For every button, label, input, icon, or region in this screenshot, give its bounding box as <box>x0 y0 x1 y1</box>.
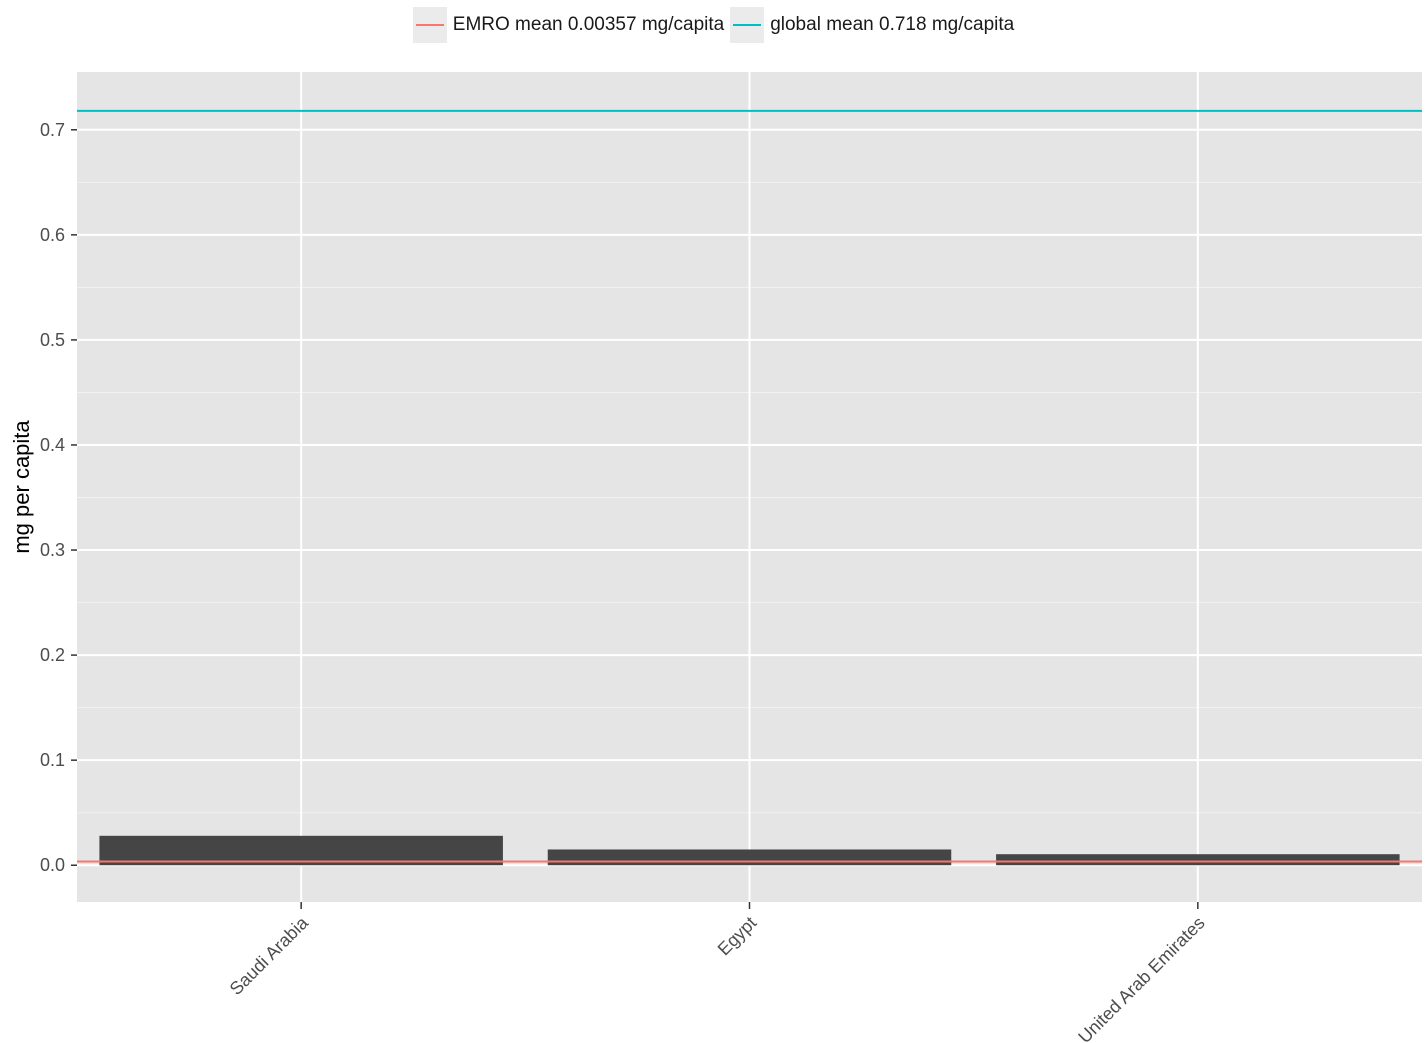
y-tick-label: 0.5 <box>40 330 65 350</box>
x-tick-label: Egypt <box>714 913 761 960</box>
bar-saudi-arabia <box>99 835 503 866</box>
reference-lines <box>77 109 1422 863</box>
x-axis: Saudi Arabia Egypt United Arab Emirates <box>226 902 1209 1043</box>
legend-key-emro <box>412 7 447 43</box>
bar-united-arab-emirates <box>996 854 1400 866</box>
y-tick-label: 0.3 <box>40 540 65 560</box>
y-axis-title: mg per capita <box>9 420 34 554</box>
bars <box>99 835 1400 866</box>
legend: EMRO mean 0.00357 mg/capita global mean … <box>0 6 1427 44</box>
legend-key-global <box>730 7 765 43</box>
y-tick-label: 0.1 <box>40 750 65 770</box>
y-tick-label: 0.6 <box>40 225 65 245</box>
x-tick-label: Saudi Arabia <box>226 912 313 999</box>
legend-label-emro: EMRO mean 0.00357 mg/capita <box>452 14 725 35</box>
y-tick-label: 0.0 <box>40 855 65 875</box>
legend-label-global: global mean 0.718 mg/capita <box>770 14 1015 35</box>
y-tick-label: 0.2 <box>40 645 65 665</box>
y-tick-label: 0.4 <box>40 435 65 455</box>
bar-egypt <box>547 849 952 866</box>
legend-item-global: global mean 0.718 mg/capita <box>730 7 1014 43</box>
legend-item-emro: EMRO mean 0.00357 mg/capita <box>412 7 725 43</box>
y-axis: 0.0 0.1 0.2 0.3 0.4 0.5 0.6 0.7 <box>40 120 77 875</box>
y-tick-label: 0.7 <box>40 120 65 140</box>
x-tick-label: United Arab Emirates <box>1074 913 1208 1043</box>
